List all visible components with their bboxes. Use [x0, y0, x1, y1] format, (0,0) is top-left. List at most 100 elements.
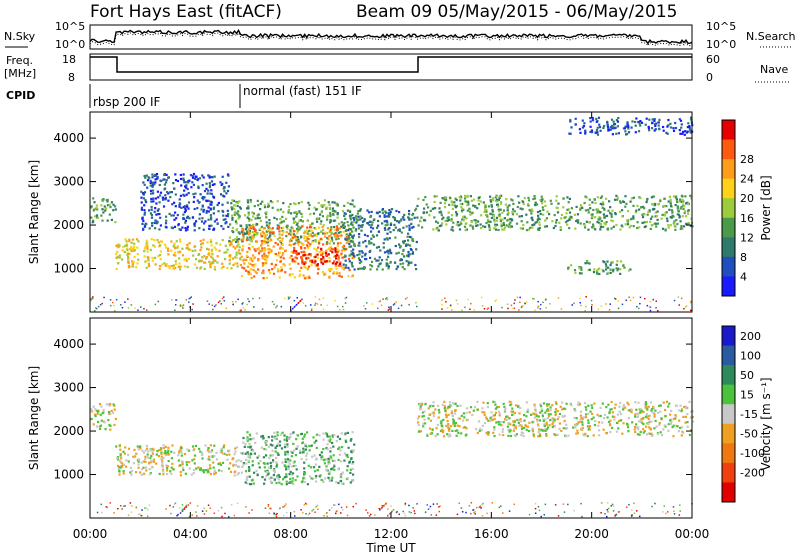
scatter-cell	[223, 186, 226, 189]
noise-cell	[109, 502, 111, 504]
scatter-cell	[179, 265, 182, 268]
noise-cell	[629, 299, 632, 302]
scatter-cell	[456, 221, 459, 224]
scatter-cell	[423, 410, 426, 413]
scatter-cell	[193, 229, 196, 232]
scatter-cell	[231, 199, 234, 202]
scatter-cell	[357, 267, 360, 271]
scatter-cell	[300, 266, 303, 269]
scatter-cell	[220, 451, 223, 454]
noise-cell	[181, 504, 184, 506]
scatter-cell	[632, 215, 635, 218]
scatter-cell	[570, 404, 573, 407]
scatter-cell	[322, 481, 325, 484]
noise-cell	[439, 505, 441, 507]
noise-cell	[606, 515, 608, 518]
noise-cell	[478, 506, 481, 508]
scatter-cell	[237, 213, 240, 217]
noise-cell	[225, 307, 228, 310]
scatter-cell	[158, 212, 161, 216]
scatter-cell	[666, 125, 669, 128]
scatter-cell	[548, 424, 551, 427]
scatter-cell	[672, 195, 676, 198]
scatter-cell	[292, 483, 295, 486]
scatter-cell	[102, 211, 105, 214]
scatter-cell	[146, 250, 149, 253]
scatter-cell	[182, 217, 185, 220]
scatter-cell	[689, 117, 693, 120]
scatter-cell	[398, 211, 401, 214]
scatter-cell	[661, 227, 665, 230]
scatter-cell	[250, 218, 253, 221]
scatter-cell	[488, 227, 491, 230]
scatter-cell	[610, 126, 613, 129]
noise-cell	[342, 509, 344, 511]
scatter-cell	[140, 461, 143, 464]
scatter-cell	[184, 205, 187, 208]
scatter-cell	[423, 207, 426, 210]
scatter-cell	[629, 224, 632, 227]
scatter-cell	[416, 417, 420, 420]
scatter-cell	[236, 265, 239, 268]
noise-cell	[206, 300, 209, 302]
scatter-cell	[530, 217, 533, 220]
scatter-cell	[159, 244, 162, 247]
scatter-cell	[127, 257, 130, 260]
scatter-cell	[293, 259, 296, 263]
scatter-cell	[293, 217, 296, 220]
scatter-cell	[462, 219, 465, 222]
scatter-cell	[299, 226, 302, 229]
scatter-cell	[495, 228, 498, 231]
scatter-cell	[564, 435, 568, 438]
scatter-cell	[672, 435, 675, 438]
scatter-cell	[327, 235, 331, 238]
scatter-cell	[666, 219, 669, 223]
scatter-cell	[342, 247, 345, 250]
scatter-cell	[252, 254, 255, 257]
scatter-cell	[684, 210, 687, 213]
scatter-cell	[281, 243, 284, 246]
scatter-cell	[205, 211, 208, 214]
scatter-cell	[267, 254, 270, 257]
scatter-cell	[191, 174, 194, 178]
scatter-cell	[306, 244, 309, 247]
scatter-cell	[596, 268, 599, 271]
scatter-cell	[257, 204, 260, 207]
scatter-cell	[174, 254, 177, 257]
scatter-cell	[210, 192, 213, 195]
scatter-cell	[533, 405, 536, 408]
scatter-cell	[490, 205, 493, 208]
scatter-cell	[421, 226, 424, 229]
scatter-cell	[668, 195, 671, 198]
scatter-cell	[670, 216, 673, 219]
scatter-cell	[681, 201, 685, 204]
scatter-cell	[215, 248, 218, 251]
scatter-cell	[623, 266, 626, 269]
scatter-cell	[678, 419, 681, 422]
noise-cell	[212, 308, 214, 311]
scatter-cell	[434, 435, 437, 438]
scatter-cell	[490, 213, 493, 216]
scatter-cell	[648, 129, 651, 132]
scatter-cell	[199, 249, 202, 252]
noise-cell	[649, 300, 652, 303]
noise-cell	[473, 508, 475, 511]
scatter-cell	[525, 415, 528, 418]
scatter-cell	[371, 221, 374, 224]
scatter-cell	[358, 267, 362, 270]
scatter-cell	[561, 408, 564, 411]
scatter-cell	[166, 465, 169, 468]
scatter-cell	[281, 233, 284, 236]
scatter-cell	[590, 418, 593, 421]
scatter-cell	[464, 434, 467, 437]
scatter-cell	[242, 244, 245, 248]
noise-cell	[449, 304, 452, 306]
noise-cell	[121, 306, 124, 309]
scatter-cell	[160, 451, 163, 454]
scatter-cell	[596, 196, 599, 199]
scatter-cell	[364, 239, 367, 243]
scatter-cell	[533, 416, 536, 419]
colorbar-swatch	[722, 217, 735, 238]
scatter-cell	[559, 226, 562, 229]
